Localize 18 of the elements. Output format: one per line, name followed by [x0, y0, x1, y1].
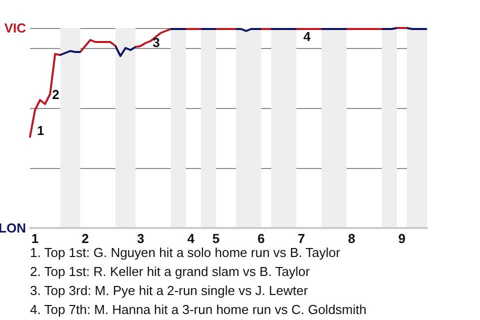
text: 2. Top 1st: R. Keller hit a grand slam vs B. Taylor — [30, 264, 311, 279]
text: VIC — [4, 20, 27, 36]
x-tick-label: 9 — [398, 231, 406, 246]
x-tick-label: 5 — [212, 231, 220, 246]
text: 1. Top 1st: G. Nguyen hit a solo home run vs B. Taylor — [30, 245, 341, 260]
text: 3. Top 3rd: M. Pye hit a 2-run single vs J. Lewter — [30, 283, 309, 298]
x-tick-label: 3 — [136, 231, 144, 246]
annotation: 3 — [152, 35, 160, 50]
x-tick-label: 6 — [258, 231, 265, 246]
x-tick-label: 7 — [298, 231, 305, 246]
x-tick-label: 2 — [82, 231, 89, 246]
x-tick-label: 8 — [348, 231, 356, 246]
annotation: 2 — [52, 87, 60, 102]
text: 4. Top 7th: M. Hanna hit a 3-run home run vs C. Goldsmith — [30, 302, 366, 317]
x-tick-label: 4 — [187, 231, 196, 246]
annotation: 1 — [37, 123, 44, 138]
annotation: 4 — [303, 29, 312, 44]
x-tick-label: 1 — [31, 231, 39, 246]
